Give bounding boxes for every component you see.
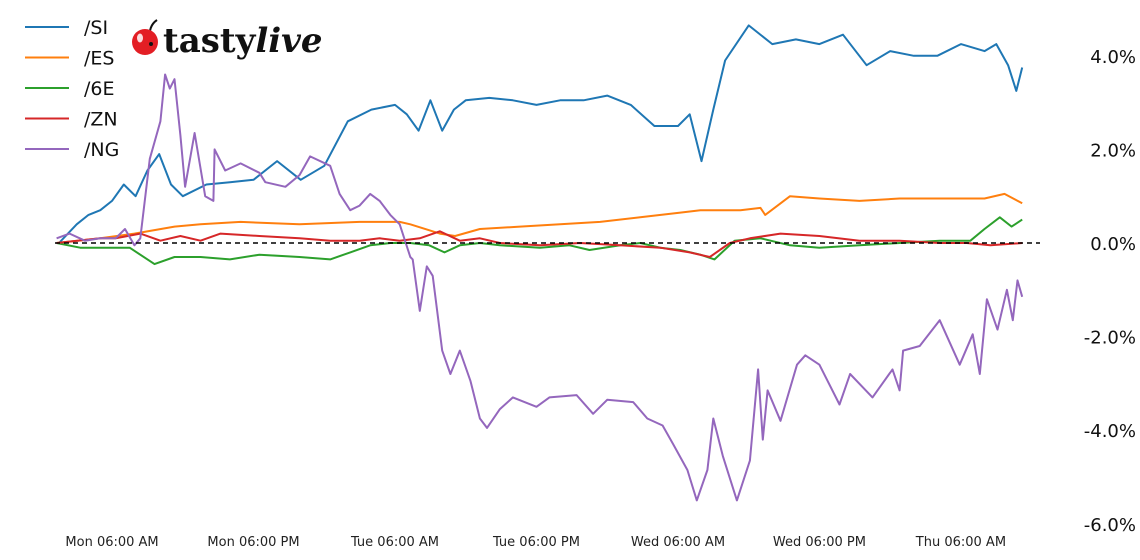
legend-item: /6E [25,78,115,100]
cherry-icon [132,19,158,55]
legend-label: /NG [84,139,119,161]
legend-item: /NG [25,139,119,161]
y-tick-label: -4.0% [1084,421,1136,442]
y-axis: 4.0% 2.0% 0.0% -2.0% -4.0% -6.0% [1084,47,1136,536]
series-line-zn [56,230,1023,258]
legend-item: /ZN [25,109,118,131]
x-axis: Mon 06:00 AM Mon 06:00 PM Tue 06:00 AM Tue … [65,535,1006,550]
x-tick-label: Tue 06:00 AM [350,535,439,550]
x-tick-label: Wed 06:00 AM [631,535,725,550]
legend-label: /ES [84,48,114,70]
series-layer [56,24,1024,502]
x-tick-label: Tue 06:00 PM [492,535,580,550]
legend-item: /SI [25,17,108,39]
x-tick-label: Mon 06:00 AM [65,535,158,550]
x-tick-label: Thu 06:00 AM [915,535,1006,550]
y-tick-label: 4.0% [1090,47,1136,68]
series-line-si [58,24,1024,244]
legend-item: /ES [25,48,114,70]
series-line-ng [56,73,1024,502]
y-tick-label: 2.0% [1090,140,1136,161]
y-tick-label: 0.0% [1090,234,1136,255]
logo-text: tastylive [163,21,323,61]
y-tick-label: -6.0% [1084,515,1136,536]
series-line-es [56,192,1023,244]
legend-label: /SI [84,17,108,39]
legend: /SI/ES/6E/ZN/NG [25,17,119,161]
x-tick-label: Mon 06:00 PM [207,535,299,550]
x-tick-label: Wed 06:00 PM [773,535,866,550]
legend-label: /ZN [84,109,118,131]
series-line-6e [56,216,1023,266]
tastylive-logo: tastylive [132,19,323,61]
y-tick-label: -2.0% [1084,328,1136,349]
legend-label: /6E [84,78,115,100]
